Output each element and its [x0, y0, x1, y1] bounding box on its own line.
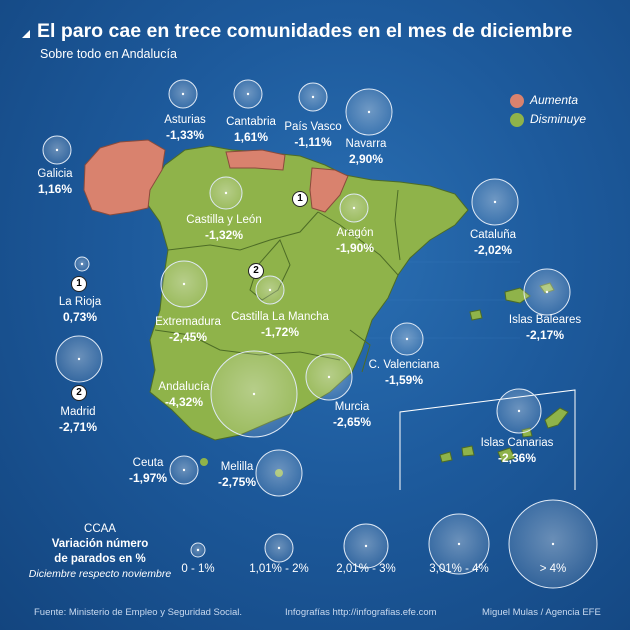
- legend-increase-swatch: [510, 94, 524, 108]
- value-bubbles: [42, 79, 571, 497]
- page-subtitle: Sobre todo en Andalucía: [40, 47, 177, 61]
- region-label: Andalucía -4,32%: [158, 381, 210, 409]
- region-label: Islas Baleares -2,17%: [508, 314, 582, 342]
- region-label: Navarra 2,90%: [345, 138, 387, 166]
- region-label: Madrid -2,71%: [58, 406, 98, 434]
- region-label: País Vasco -1,11%: [284, 121, 342, 149]
- scale-label: 0 - 1%: [181, 563, 215, 575]
- region-label: Asturias -1,33%: [164, 114, 206, 142]
- bubble-centers: [55, 92, 555, 552]
- marker-rioja-map: 1: [292, 191, 308, 207]
- ceuta-point: [200, 458, 208, 466]
- scale-title-line2: Variación número: [51, 538, 149, 550]
- region-label: Galicia 1,16%: [37, 168, 73, 196]
- region-label: Melilla -2,75%: [217, 461, 257, 489]
- region-label: Castilla y León -1,32%: [186, 214, 262, 242]
- canarias-inset-border: [399, 389, 576, 490]
- footer-author: Miguel Mulas / Agencia EFE: [482, 607, 601, 618]
- legend-decrease-swatch: [510, 113, 524, 127]
- region-label: Ceuta -1,97%: [128, 457, 168, 485]
- footer-source: Fuente: Ministerio de Empleo y Seguridad…: [34, 607, 243, 618]
- region-label: Cantabria 1,61%: [226, 116, 276, 144]
- bubble-melilla: [255, 449, 303, 497]
- scale-title: CCAA Variación número de parados en % Di…: [20, 522, 180, 582]
- scale-label: 1,01% - 2%: [249, 563, 309, 575]
- region-label: Aragón -1,90%: [335, 227, 375, 255]
- region-label: Extremadura -2,45%: [155, 316, 221, 344]
- legend-decrease-label: Disminuye: [530, 112, 587, 126]
- scale-title-line3: de parados en %: [54, 553, 146, 565]
- title-triangle-icon: [22, 30, 30, 38]
- navarra-region: [309, 167, 349, 213]
- marker-madrid-key: 2: [71, 385, 87, 401]
- region-label: Islas Canarias -2,36%: [480, 437, 554, 465]
- marker-rioja-key: 1: [71, 276, 87, 292]
- marker-madrid-map: 2: [248, 263, 264, 279]
- page-title: El paro cae en trece comunidades en el m…: [37, 20, 573, 42]
- scale-label: > 4%: [539, 563, 567, 575]
- cantabria-region: [225, 149, 286, 171]
- region-label: C. Valenciana -1,59%: [368, 359, 440, 387]
- region-label: La Rioja 0,73%: [58, 296, 102, 324]
- galicia-region: [83, 139, 166, 216]
- scale-title-ccaa: CCAA: [84, 523, 116, 535]
- scale-label: 3,01% - 4%: [429, 563, 489, 575]
- footer-web: Infografías http://infografias.efe.com: [285, 607, 437, 618]
- legend-increase-label: Aumenta: [530, 93, 579, 107]
- region-label: Cataluña -2,02%: [469, 229, 517, 257]
- scale-label: 2,01% - 3%: [336, 563, 396, 575]
- region-label: Castilla La Mancha -1,72%: [231, 311, 329, 339]
- region-label: Murcia -2,65%: [332, 401, 372, 429]
- scale-title-line4: Diciembre respecto noviembre: [28, 568, 172, 580]
